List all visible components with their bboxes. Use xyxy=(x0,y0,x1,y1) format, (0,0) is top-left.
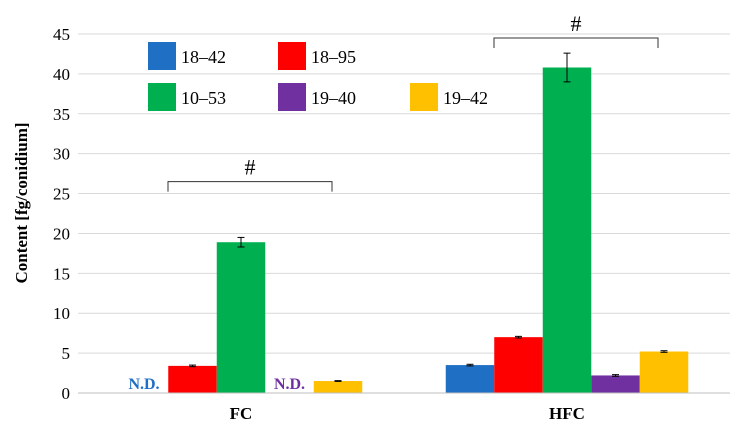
data-label: N.D. xyxy=(128,376,159,393)
y-tick-label: 10 xyxy=(53,304,70,323)
bar xyxy=(445,365,495,393)
legend-swatch xyxy=(410,83,438,111)
x-category-label: HFC xyxy=(549,404,585,423)
legend-swatch xyxy=(148,42,176,70)
legend-swatch xyxy=(278,83,306,111)
data-label: N.D. xyxy=(274,376,305,393)
y-tick-label: 15 xyxy=(53,264,70,283)
x-category-label: FC xyxy=(230,404,253,423)
y-tick-label: 20 xyxy=(53,224,70,243)
bar xyxy=(168,365,217,393)
bar xyxy=(313,381,363,393)
legend-label: 19–40 xyxy=(311,88,356,108)
bar xyxy=(591,375,640,393)
legend-label: 18–42 xyxy=(181,47,226,67)
y-tick-label: 45 xyxy=(53,25,70,44)
significance-bracket xyxy=(167,181,333,192)
legend-label: 19–42 xyxy=(443,88,488,108)
legend-label: 18–95 xyxy=(311,47,356,67)
annotations: ## xyxy=(167,11,659,192)
y-tick-label: 35 xyxy=(53,105,70,124)
legend-swatch xyxy=(148,83,176,111)
axes: 0 5 10 15 20 25 30 35 40 45 FC HFC xyxy=(53,25,730,423)
significance-mark: # xyxy=(571,11,582,36)
legend-swatch xyxy=(278,42,306,70)
y-tick-label: 30 xyxy=(53,145,70,164)
y-tick-label: 40 xyxy=(53,65,70,84)
y-tick-label: 25 xyxy=(53,185,70,204)
bar xyxy=(639,351,689,393)
bars: N.D. N.D. xyxy=(128,52,689,394)
bar xyxy=(216,242,266,393)
bar xyxy=(542,67,592,394)
significance-bracket xyxy=(493,37,659,48)
y-tick-label: 0 xyxy=(62,384,71,403)
legend-label: 10–53 xyxy=(181,88,226,108)
y-tick-label: 5 xyxy=(62,344,71,363)
legend: 18–42 18–95 10–53 19–40 19–42 xyxy=(148,42,488,111)
bar xyxy=(494,337,543,393)
significance-mark: # xyxy=(245,155,256,180)
gridlines xyxy=(78,33,730,354)
y-axis-title: Content [fg/conidium] xyxy=(12,122,31,283)
